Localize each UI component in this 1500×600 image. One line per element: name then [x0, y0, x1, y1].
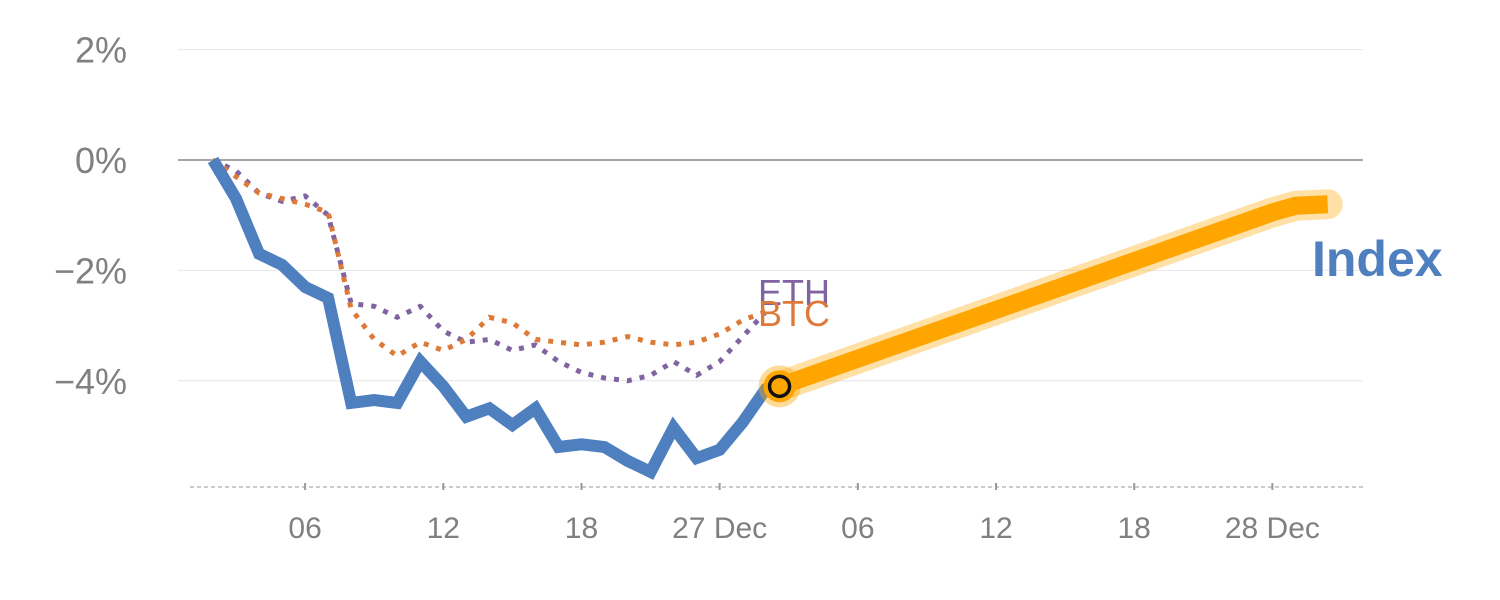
x-axis: 06 12 18 27 Dec 06 12 18 28 Dec	[288, 483, 1320, 545]
x-tick-label: 28 Dec	[1225, 512, 1320, 545]
series-label-btc: BTC	[758, 293, 830, 334]
current-point-marker	[758, 365, 801, 408]
marker-dot	[767, 374, 792, 399]
series-line-eth	[211, 157, 768, 384]
x-tick-label: 12	[427, 512, 460, 545]
x-tick-label: 27 Dec	[672, 512, 767, 545]
x-tick-label: 06	[288, 512, 321, 545]
y-tick-label: −4%	[54, 361, 127, 402]
x-tick-label: 06	[841, 512, 874, 545]
series-lines	[207, 156, 1343, 480]
y-axis: 2% 0% −2% −4%	[54, 30, 127, 402]
y-tick-label: −2%	[54, 250, 127, 291]
x-tick-label: 18	[1118, 512, 1151, 545]
series-line-btc	[211, 157, 767, 359]
y-tick-label: 0%	[75, 140, 127, 181]
x-tick-label: 12	[979, 512, 1012, 545]
series-label-eth: ETH	[758, 272, 830, 313]
series-label-index: Index	[1312, 231, 1443, 287]
y-tick-label: 2%	[75, 30, 127, 71]
series-line-index	[207, 156, 781, 480]
series-line-index-projection	[776, 195, 1329, 395]
x-tick-label: 18	[565, 512, 598, 545]
